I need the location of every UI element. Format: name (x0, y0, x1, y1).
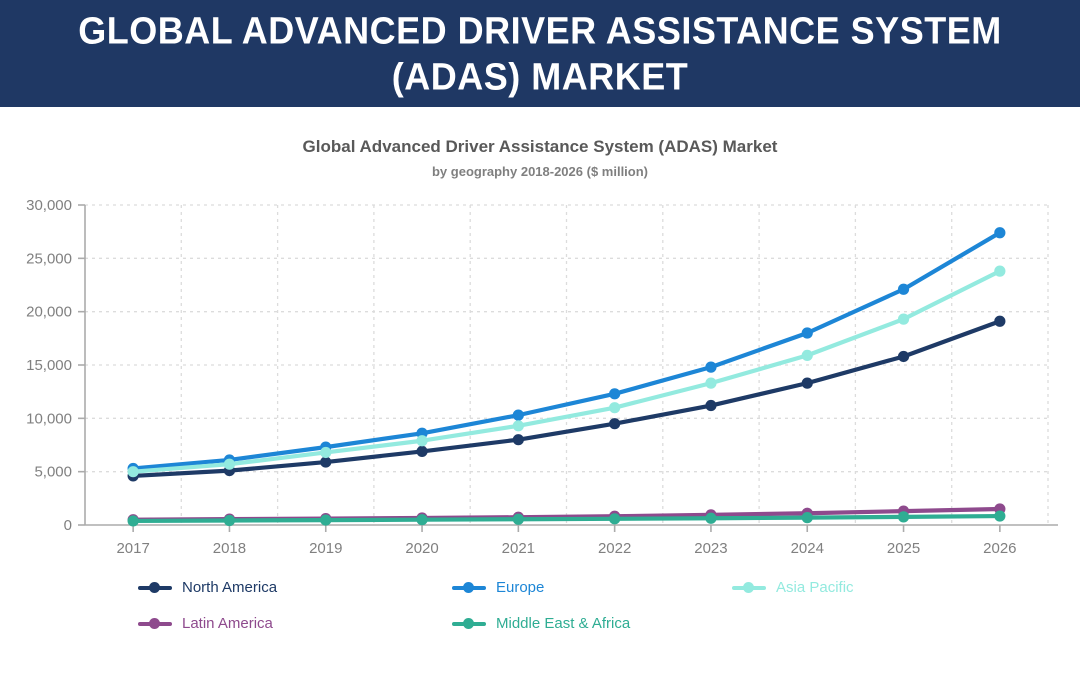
x-tick-label: 2026 (983, 540, 1016, 557)
data-point-asia-pacific-2017 (127, 466, 139, 478)
x-tick-label: 2020 (405, 540, 438, 557)
y-tick-label: 20,000 (26, 304, 72, 321)
data-point-europe-2021 (512, 409, 524, 421)
legend-item-europe: Europe (452, 576, 544, 598)
data-point-north-america-2025 (897, 350, 910, 363)
legend-label: Latin America (182, 614, 273, 632)
y-tick-label: 0 (64, 517, 72, 534)
y-tick-label: 30,000 (26, 197, 72, 214)
series-line-asia-pacific (131, 269, 1002, 474)
legend-label: North America (182, 578, 278, 596)
legend-dot-icon (743, 581, 754, 593)
x-tick-label: 2025 (887, 540, 920, 557)
data-point-north-america-2019 (320, 456, 332, 468)
y-tick-label: 10,000 (26, 410, 72, 427)
data-point-north-america-2026 (994, 315, 1006, 327)
data-point-asia-pacific-2018 (223, 458, 236, 470)
legend-label: Middle East & Africa (496, 614, 631, 632)
y-tick-label: 15,000 (26, 357, 72, 374)
adas-line-chart: 0 5,000 10,000 15,000 20,000 25,000 30,000 2017… (26, 197, 1058, 557)
legend-label: Europe (496, 578, 545, 596)
x-tick-label: 2023 (694, 540, 727, 557)
data-point-middle-east-africa-2022 (609, 513, 621, 525)
legend-dot-icon (149, 581, 160, 593)
data-point-middle-east-africa-2019 (320, 514, 332, 526)
legend-item-asia-pacific: Asia Pacific (732, 576, 854, 598)
legend-marker-north-america (138, 581, 172, 593)
series-line-middle-east-africa (131, 513, 1002, 524)
legend-dot-icon (463, 617, 474, 629)
header-banner: GLOBAL ADVANCED DRIVER ASSISTANCE SYSTEM… (0, 0, 1080, 107)
data-point-north-america-2023 (705, 399, 717, 412)
legend-item-north-america: North America (138, 576, 277, 598)
data-point-middle-east-africa-2025 (897, 511, 910, 523)
data-point-middle-east-africa-2020 (416, 514, 428, 526)
data-point-asia-pacific-2021 (512, 420, 524, 432)
series-line-north-america (131, 319, 1002, 479)
legend-marker-asia-pacific (732, 581, 766, 593)
series-line-europe (131, 230, 1002, 471)
data-point-europe-2023 (705, 361, 717, 373)
data-point-middle-east-africa-2024 (801, 512, 813, 524)
data-point-north-america-2020 (416, 445, 428, 457)
data-point-north-america-2022 (609, 418, 621, 430)
legend-marker-europe (452, 581, 486, 593)
x-tick-label: 2022 (598, 540, 631, 557)
data-point-europe-2022 (609, 388, 621, 400)
data-point-middle-east-africa-2017 (127, 515, 139, 527)
x-tick-label: 2021 (502, 540, 535, 557)
x-tick-label: 2017 (116, 540, 149, 557)
legend-item-latin-america: Latin America (138, 612, 273, 634)
data-point-asia-pacific-2025 (897, 313, 910, 325)
chart-legend: North America Europe Asia Pacific Latin Ame… (0, 576, 1080, 642)
data-point-middle-east-africa-2026 (994, 510, 1006, 522)
data-point-middle-east-africa-2018 (223, 514, 236, 527)
data-point-asia-pacific-2026 (994, 265, 1006, 277)
data-point-asia-pacific-2023 (705, 377, 717, 389)
legend-marker-latin-america (138, 617, 172, 629)
data-point-europe-2025 (897, 283, 910, 295)
data-point-middle-east-africa-2023 (705, 512, 717, 524)
legend-dot-icon (463, 581, 474, 593)
data-point-europe-2026 (994, 227, 1006, 239)
chart-subtitle: by geography 2018-2026 ($ million) (431, 164, 649, 179)
data-point-asia-pacific-2022 (609, 402, 621, 414)
y-tick-label: 25,000 (26, 250, 72, 267)
data-point-asia-pacific-2024 (801, 349, 813, 361)
x-tick-label: 2019 (309, 540, 342, 557)
data-point-asia-pacific-2019 (320, 446, 332, 459)
header-title-line1: GLOBAL ADVANCED DRIVER ASSISTANCE SYSTEM (78, 8, 1002, 52)
data-point-europe-2024 (801, 327, 813, 339)
legend-dot-icon (149, 617, 160, 629)
header-title-line2: (ADAS) MARKET (391, 54, 689, 98)
legend-marker-middle-east-africa (452, 617, 486, 629)
data-point-asia-pacific-2020 (416, 435, 428, 447)
legend-label: Asia Pacific (776, 578, 854, 596)
data-point-north-america-2021 (512, 434, 524, 446)
chart-title: Global Advanced Driver Assistance System… (302, 137, 778, 156)
legend-item-middle-east-africa: Middle East & Africa (452, 612, 630, 634)
data-point-north-america-2024 (801, 377, 813, 389)
x-tick-label: 2024 (791, 540, 824, 557)
data-point-middle-east-africa-2021 (512, 513, 524, 525)
x-tick-label: 2018 (213, 540, 246, 557)
y-tick-label: 5,000 (34, 464, 72, 481)
